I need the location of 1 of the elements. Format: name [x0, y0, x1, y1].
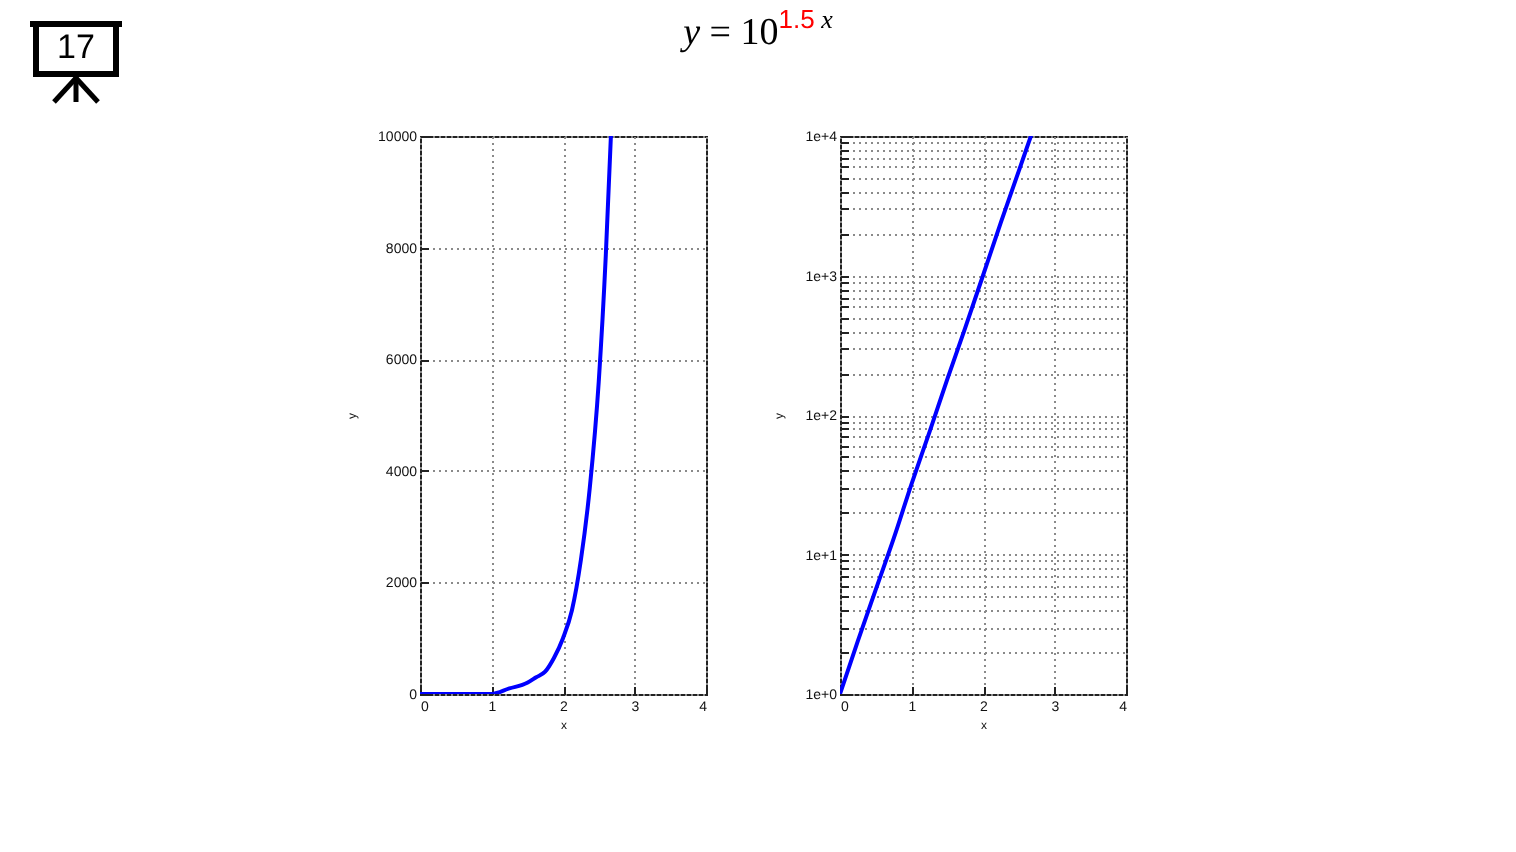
text: 17	[55, 26, 97, 70]
